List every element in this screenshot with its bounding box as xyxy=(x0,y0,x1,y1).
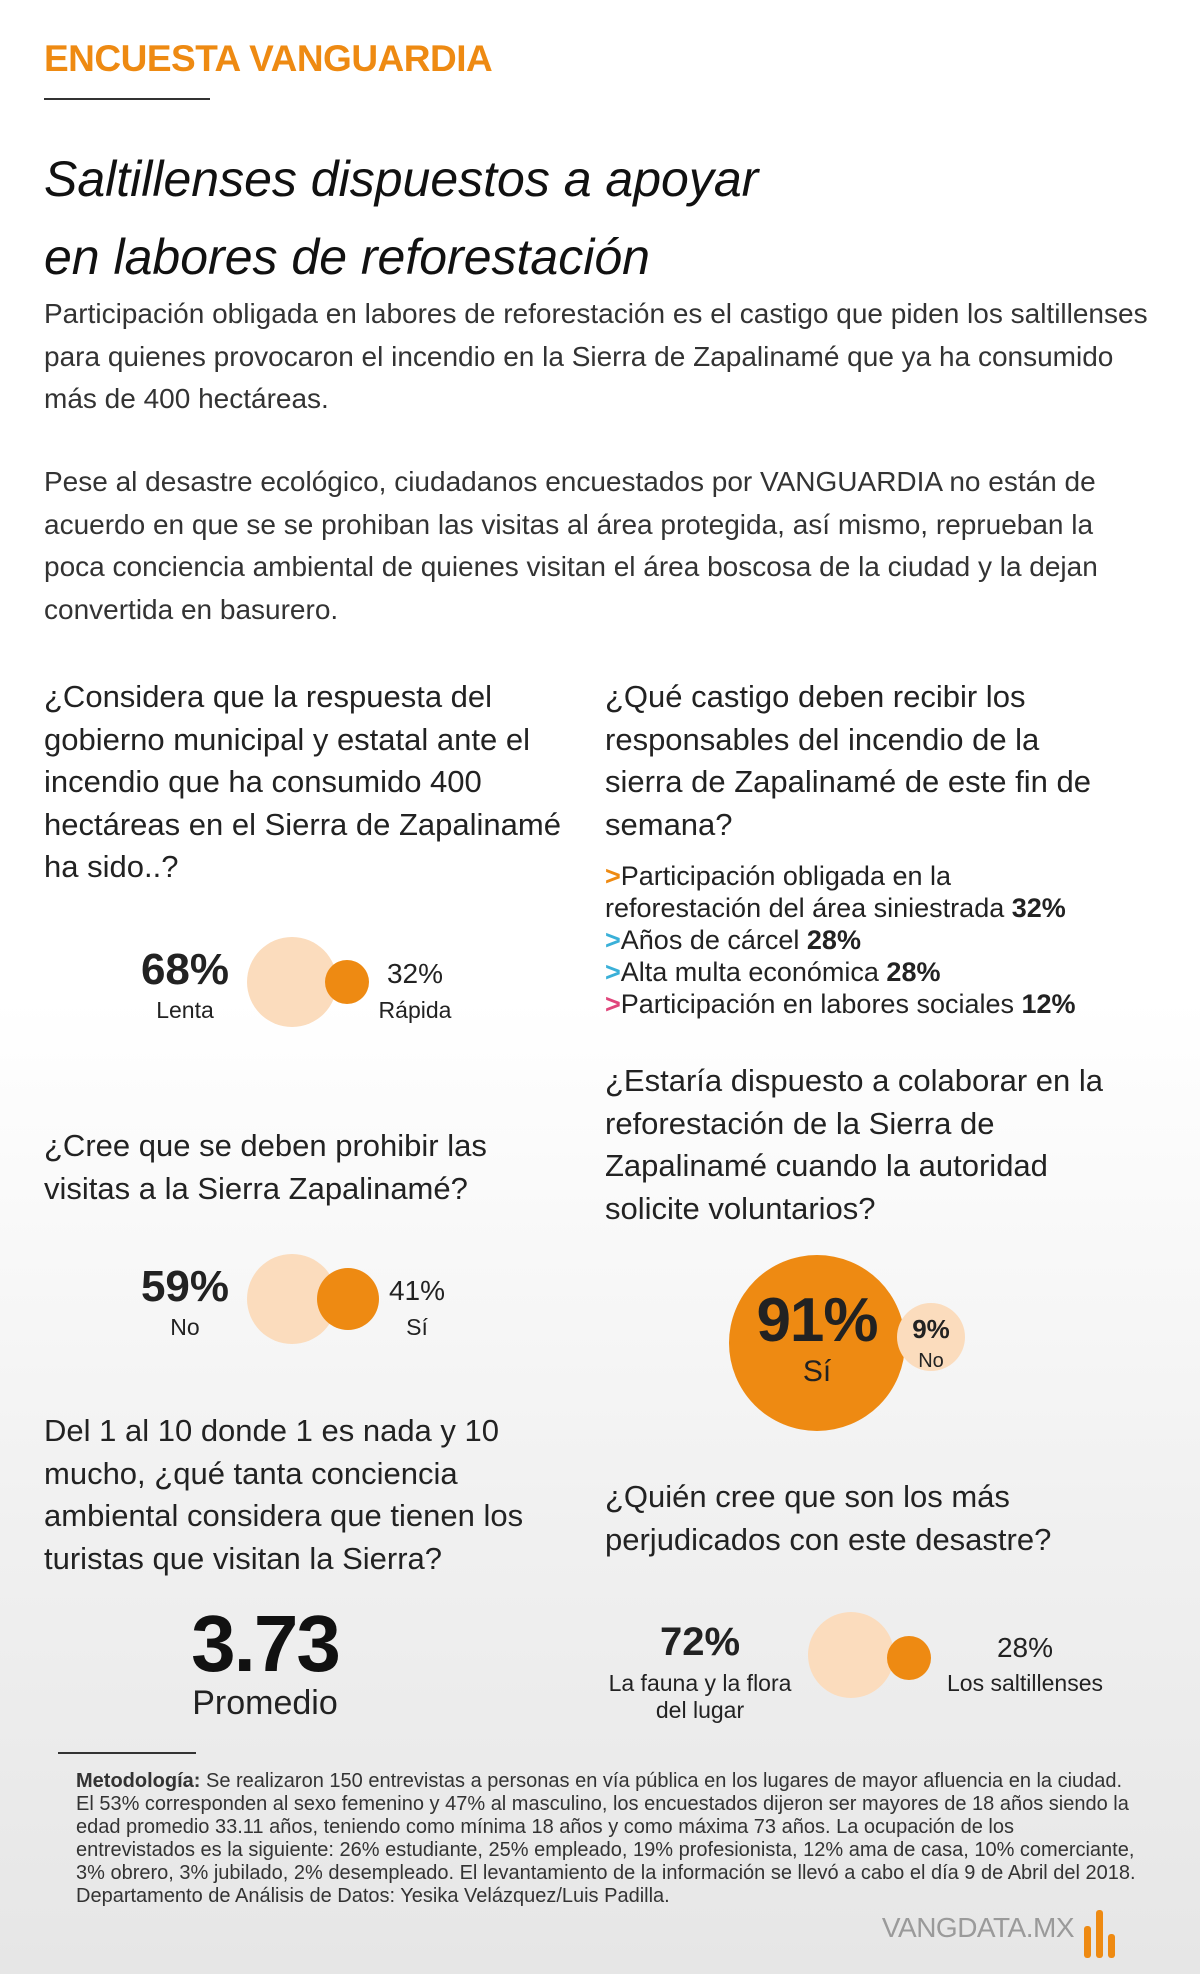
q3-major-pct: 59% xyxy=(140,1262,230,1311)
q6-major-label-line2: del lugar xyxy=(655,1697,745,1723)
q4-question: ¿Estaría dispuesto a colaborar en la ref… xyxy=(605,1063,1103,1226)
arrow-right-icon: > xyxy=(605,925,621,955)
q2-option-text: Participación obligada en la xyxy=(620,861,952,891)
q6-minor-label: Los saltillenses xyxy=(947,1670,1103,1696)
arrow-right-icon: > xyxy=(605,989,621,1019)
q4-minor-pct: 9% xyxy=(912,1314,950,1344)
q2-option: >Años de cárcel 28% xyxy=(605,924,1145,956)
methodology-text: Se realizaron 150 entrevistas a personas… xyxy=(76,1770,1136,1907)
q3-minor-circle xyxy=(317,1268,379,1330)
q6-major-pct: 72% xyxy=(659,1620,741,1664)
methodology-rule xyxy=(58,1752,196,1754)
q1-question: ¿Considera que la respuesta del gobierno… xyxy=(44,679,561,884)
arrow-right-icon: > xyxy=(605,861,621,891)
intro-paragraph-1: Participación obligada en labores de ref… xyxy=(44,298,1148,414)
q2-option: >Participación obligada en la reforestac… xyxy=(605,860,1145,924)
q5-question: Del 1 al 10 donde 1 es nada y 10 mucho, … xyxy=(44,1413,524,1576)
q6-major-circle xyxy=(808,1612,894,1698)
q2-question: ¿Qué castigo deben recibir los responsab… xyxy=(605,679,1091,842)
title-line-1: Saltillenses dispuestos a apoyar xyxy=(44,151,759,207)
q6-major-label-line1: La fauna y la flora xyxy=(608,1670,792,1696)
methodology-heading: Metodología: xyxy=(76,1770,201,1792)
q2-option: >Alta multa económica 28% xyxy=(605,956,1145,988)
kicker-rule xyxy=(44,98,210,100)
q3-minor-pct: 41% xyxy=(388,1275,446,1306)
q6-question: ¿Quién cree que son los más perjudicados… xyxy=(605,1479,1052,1557)
q2-option-text: Alta multa económica xyxy=(620,957,879,987)
footer-logo-bars-icon xyxy=(1084,1908,1120,1958)
q4-minor-circle xyxy=(897,1303,965,1371)
q1-minor-pct: 32% xyxy=(386,958,444,989)
q3-minor-label: Sí xyxy=(406,1314,428,1340)
q2-option-text: Años de cárcel xyxy=(620,925,800,955)
q5-average-label: Promedio xyxy=(192,1684,338,1722)
q4-major-label: Sí xyxy=(802,1355,832,1388)
title-line-2: en labores de reforestación xyxy=(44,229,650,285)
q6-minor-circle xyxy=(887,1636,931,1680)
q2-option-text-cont: reforestación del área siniestrada xyxy=(605,893,1005,923)
arrow-right-icon: > xyxy=(605,957,621,987)
q3-major-label: No xyxy=(170,1314,200,1340)
q2-option-pct: 32% xyxy=(1011,893,1066,923)
q4-major-circle xyxy=(729,1255,905,1431)
q1-minor-circle xyxy=(325,960,369,1004)
q4-major-pct: 91% xyxy=(756,1286,878,1355)
intro-paragraph-2: Pese al desastre ecológico, ciudadanos e… xyxy=(44,466,1098,625)
page-title: Saltillenses dispuestos a apoyar en labo… xyxy=(44,140,1144,296)
methodology: Metodología: Se realizaron 150 entrevist… xyxy=(76,1770,1136,1908)
q1-major-circle xyxy=(247,937,337,1027)
q2-option: >Participación en labores sociales 12% xyxy=(605,988,1145,1020)
q1-minor-label: Rápida xyxy=(378,997,452,1023)
q2-option-pct: 12% xyxy=(1021,989,1076,1019)
q1-major-label: Lenta xyxy=(156,997,214,1023)
q1-major-pct: 68% xyxy=(140,945,230,994)
q4-minor-label: No xyxy=(918,1350,944,1372)
q2-option-pct: 28% xyxy=(886,957,941,987)
q5-average-value: 3.73 xyxy=(191,1599,341,1688)
q2-options-list: >Participación obligada en la reforestac… xyxy=(605,860,1145,1020)
kicker: ENCUESTA VANGUARDIA xyxy=(44,38,493,79)
q2-option-text: Participación en labores sociales xyxy=(620,989,1014,1019)
q2-option-pct: 28% xyxy=(806,925,861,955)
q6-major-label: La fauna y la flora del lugar xyxy=(600,1670,800,1724)
footer-logo-text: VANGDATA.MX xyxy=(881,1912,1075,1943)
q3-question: ¿Cree que se deben prohibir las visitas … xyxy=(44,1128,487,1206)
q6-minor-pct: 28% xyxy=(996,1632,1054,1663)
